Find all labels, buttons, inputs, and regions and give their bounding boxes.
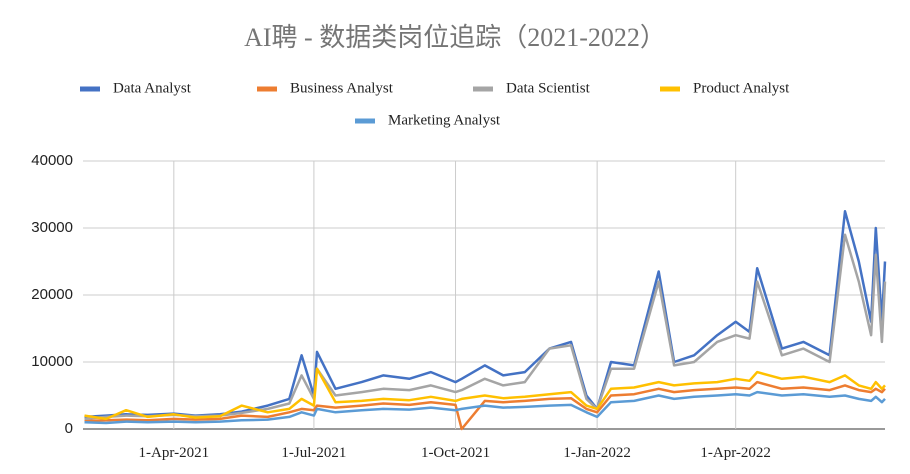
x-tick-label: 1-Apr-2022 xyxy=(700,445,771,461)
series-line xyxy=(84,390,886,425)
legend-label: Marketing Analyst xyxy=(388,112,501,128)
y-tick-label: 30000 xyxy=(31,219,73,236)
x-tick-label: 1-Oct-2021 xyxy=(421,445,490,461)
series-line xyxy=(84,233,887,421)
y-tick-label: 20000 xyxy=(31,286,73,303)
x-tick-label: 1-Jul-2021 xyxy=(281,445,346,461)
series-line xyxy=(84,210,887,419)
chart-title: AI聘 - 数据类岗位追踪（2021-2022） xyxy=(244,23,666,52)
series-line xyxy=(84,380,886,431)
legend-label: Data Scientist xyxy=(506,80,591,96)
legend-label: Data Analyst xyxy=(113,80,192,96)
y-tick-label: 0 xyxy=(65,420,73,437)
x-tick-label: 1-Jan-2022 xyxy=(563,445,631,461)
x-tick-label: 1-Apr-2021 xyxy=(139,445,210,461)
y-tick-label: 10000 xyxy=(31,353,73,370)
y-tick-label: 40000 xyxy=(31,152,73,169)
series-line xyxy=(84,367,886,421)
legend-label: Product Analyst xyxy=(693,80,790,96)
legend-label: Business Analyst xyxy=(290,80,394,96)
